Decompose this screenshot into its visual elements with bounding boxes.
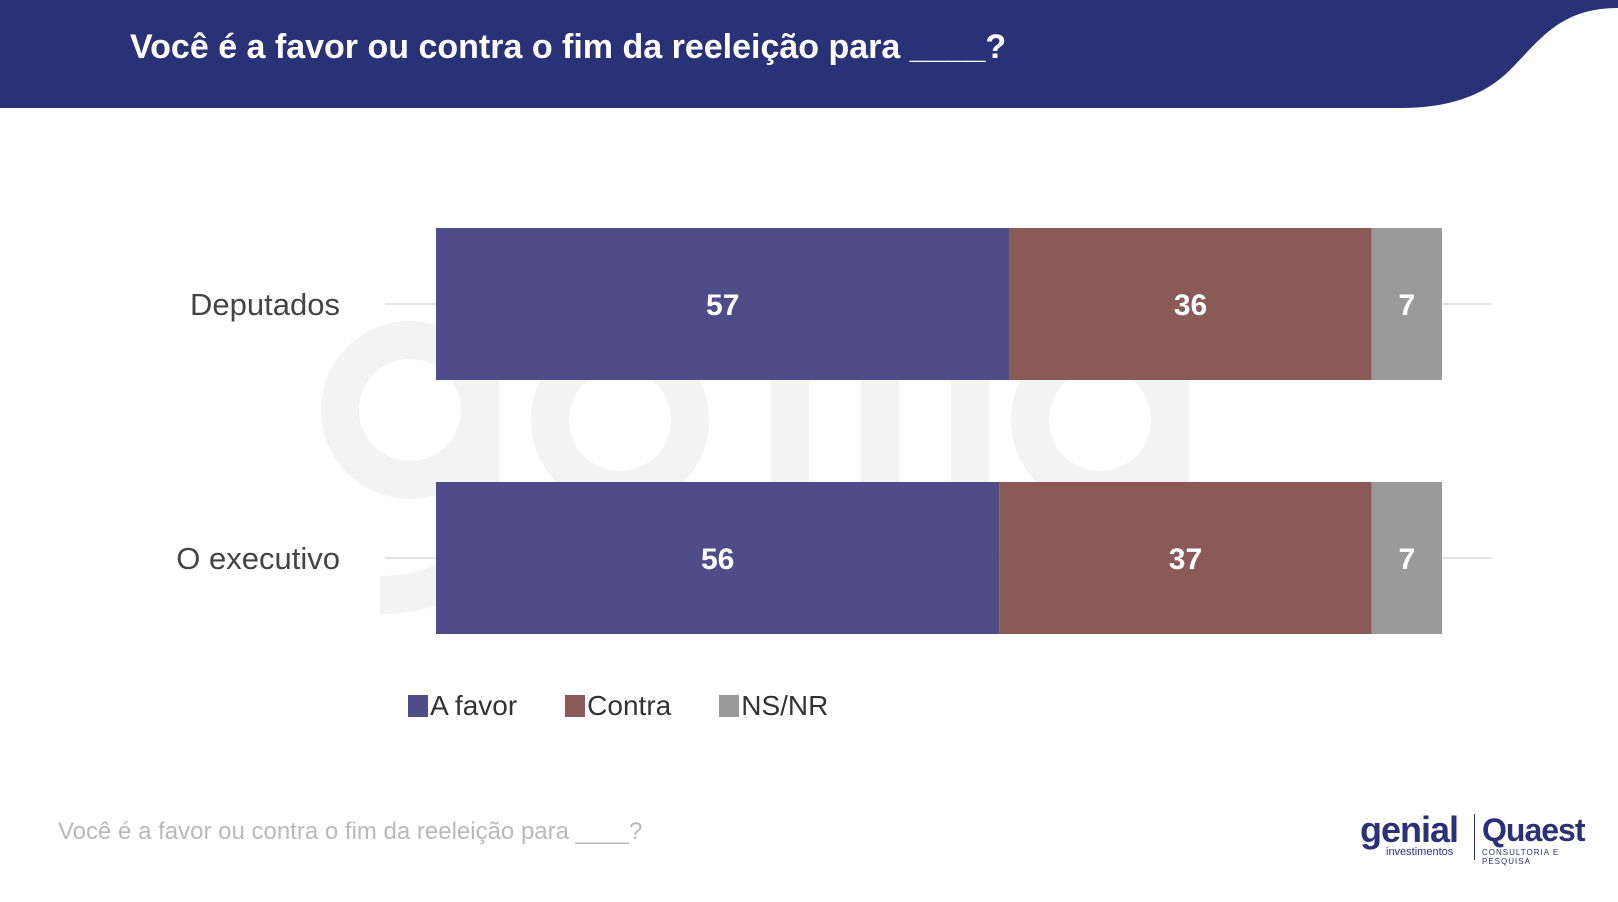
quaest-logo: Quaest <box>1482 812 1585 848</box>
bar-o-executivo-ns-nr <box>1371 482 1442 634</box>
data-label-o-executivo-ns-nr: 7 <box>1398 543 1415 576</box>
header-banner: Você é a favor ou contra o fim da reelei… <box>0 0 1618 110</box>
legend-item-contra: Contra <box>565 690 671 722</box>
legend-label-a-favor: A favor <box>430 690 518 721</box>
genial-logo: genial <box>1360 809 1459 850</box>
page-title: Você é a favor ou contra o fim da reelei… <box>130 28 1007 66</box>
quaest-logo-subtitle: CONSULTORIA E PESQUISA <box>1482 848 1560 866</box>
data-label-o-executivo-contra: 37 <box>1169 543 1202 576</box>
bar-deputados-contra <box>1009 228 1372 380</box>
bar-o-executivo-contra <box>999 482 1372 634</box>
bar-o-executivo-a-favor <box>436 482 1000 634</box>
legend-item-ns-nr: NS/NR <box>719 690 828 722</box>
bar-deputados-a-favor <box>436 228 1010 380</box>
bar-deputados-ns-nr <box>1371 228 1442 380</box>
data-label-o-executivo-a-favor: 56 <box>701 543 734 576</box>
chart-legend: A favor Contra NS/NR <box>408 690 828 722</box>
logo-divider <box>1474 814 1475 860</box>
data-label-deputados-ns-nr: 7 <box>1398 289 1415 322</box>
legend-swatch-ns-nr <box>719 695 740 717</box>
data-label-deputados-contra: 36 <box>1174 289 1207 322</box>
genial-logo-subtitle: investimentos <box>1386 846 1454 858</box>
legend-swatch-a-favor <box>408 695 428 717</box>
category-label-deputados: Deputados <box>190 287 340 322</box>
legend-item-a-favor: A favor <box>408 690 517 722</box>
legend-label-contra: Contra <box>587 690 672 721</box>
legend-swatch-contra <box>565 695 586 717</box>
legend-label-ns-nr: NS/NR <box>741 690 829 721</box>
brand-logos: genial investimentos Quaest CONSULTORIA … <box>1360 809 1585 867</box>
footer-question-note: Você é a favor ou contra o fim da reelei… <box>58 818 643 845</box>
header-background <box>0 0 1618 108</box>
data-label-deputados-a-favor: 57 <box>706 289 739 322</box>
category-label-o-executivo: O executivo <box>176 541 340 576</box>
